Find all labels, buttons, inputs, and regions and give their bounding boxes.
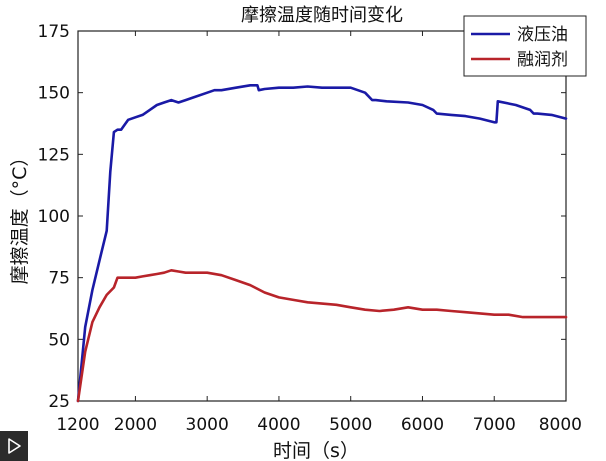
x-tick-label: 3000 [186, 415, 229, 435]
legend-label-0: 液压油 [517, 25, 568, 45]
x-tick-label: 6000 [401, 415, 444, 435]
x-tick-label: 7000 [473, 415, 516, 435]
chart-title: 摩擦温度随时间变化 [241, 5, 403, 26]
y-tick-label: 125 [38, 145, 70, 165]
x-axis-label: 时间（s） [273, 440, 359, 461]
x-tick-label: 8000 [539, 415, 582, 435]
x-axis: 1200 2000 3000 4000 5000 6000 7000 8000 [56, 31, 582, 435]
y-tick-label: 100 [38, 207, 70, 227]
series-line-1 [76, 268, 568, 403]
y-axis-label: 摩擦温度（°C） [9, 148, 31, 285]
video-play-button[interactable] [0, 431, 28, 461]
y-tick-label: 50 [48, 330, 70, 350]
y-tick-label: 25 [48, 392, 70, 412]
legend-box [463, 15, 587, 77]
y-tick-label: 75 [48, 269, 70, 289]
y-axis: 25 50 75 100 125 150 175 [38, 22, 566, 412]
y-tick-label: 150 [38, 84, 70, 104]
legend-label-1: 融润剂 [517, 50, 568, 70]
legend: 液压油 融润剂 [463, 15, 587, 77]
series-line-0 [76, 84, 568, 403]
x-tick-label: 2000 [114, 415, 157, 435]
x-tick-label: 4000 [257, 415, 300, 435]
x-tick-label: 5000 [329, 415, 372, 435]
play-icon [8, 438, 21, 454]
series-group [76, 84, 568, 403]
y-tick-label: 175 [38, 22, 70, 42]
x-tick-label: 1200 [56, 415, 99, 435]
